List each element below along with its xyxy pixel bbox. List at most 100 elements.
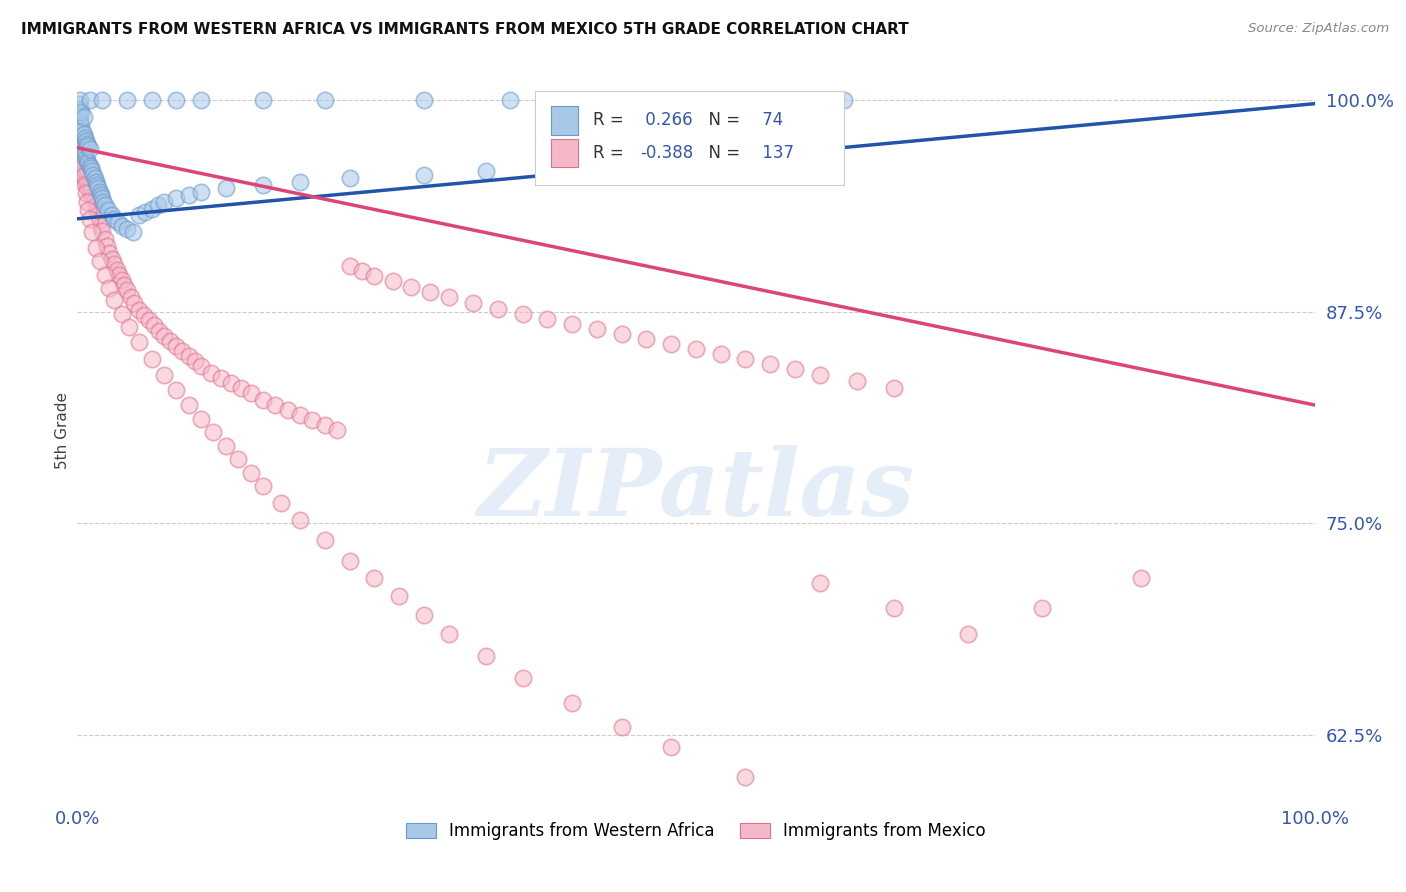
Point xyxy=(80,178,103,192)
Point xyxy=(957,626,980,640)
Point xyxy=(401,279,423,293)
Point xyxy=(72,161,94,175)
Point xyxy=(277,403,299,417)
Point xyxy=(512,307,534,321)
Point xyxy=(153,368,176,382)
Point xyxy=(363,571,385,585)
Point xyxy=(69,102,91,116)
Point xyxy=(89,185,111,199)
Point xyxy=(314,418,336,433)
Point xyxy=(75,158,97,172)
Point xyxy=(190,359,212,373)
Point xyxy=(808,368,831,382)
Point xyxy=(252,178,274,192)
Point xyxy=(845,374,868,388)
Point xyxy=(77,139,100,153)
Text: -0.388: -0.388 xyxy=(640,144,693,161)
Point xyxy=(219,376,242,390)
Point xyxy=(419,285,441,299)
Point xyxy=(72,110,94,124)
Point xyxy=(67,96,90,111)
Point xyxy=(128,335,150,350)
Text: N =: N = xyxy=(699,144,745,161)
FancyBboxPatch shape xyxy=(536,92,845,185)
Text: R =: R = xyxy=(593,111,630,128)
Point xyxy=(82,225,104,239)
Legend: Immigrants from Western Africa, Immigrants from Mexico: Immigrants from Western Africa, Immigran… xyxy=(399,815,993,847)
Point xyxy=(70,158,93,172)
Point xyxy=(512,671,534,685)
Point xyxy=(69,153,91,167)
Point xyxy=(82,188,104,202)
Point xyxy=(82,183,104,197)
Point xyxy=(536,311,558,326)
Point xyxy=(388,589,411,603)
Point xyxy=(177,398,200,412)
Point xyxy=(134,205,156,219)
Point xyxy=(363,269,385,284)
Point xyxy=(73,130,96,145)
Point xyxy=(73,147,96,161)
Text: ZIPatlas: ZIPatlas xyxy=(478,445,914,535)
Point xyxy=(610,326,633,341)
Point xyxy=(96,239,118,253)
Point xyxy=(783,362,806,376)
Point xyxy=(111,307,134,321)
Point xyxy=(159,334,181,348)
Point xyxy=(115,222,138,236)
Point xyxy=(437,290,460,304)
Point xyxy=(122,296,145,310)
Point xyxy=(70,141,93,155)
Point xyxy=(215,439,238,453)
Point xyxy=(91,194,114,209)
Text: 74: 74 xyxy=(756,111,783,128)
Point xyxy=(87,181,110,195)
Point xyxy=(103,211,125,226)
Point xyxy=(89,213,111,227)
Point xyxy=(75,186,97,201)
Point xyxy=(87,208,110,222)
Point xyxy=(536,161,558,175)
Point xyxy=(314,93,336,107)
Point xyxy=(153,194,176,209)
Point xyxy=(747,93,769,107)
Point xyxy=(659,337,682,351)
Point xyxy=(239,466,262,480)
Point xyxy=(84,175,107,189)
Point xyxy=(561,696,583,710)
Point xyxy=(1130,571,1153,585)
Point xyxy=(115,283,138,297)
Point xyxy=(120,290,142,304)
Point xyxy=(200,366,222,380)
Point xyxy=(486,301,509,316)
Point xyxy=(190,411,212,425)
Text: Source: ZipAtlas.com: Source: ZipAtlas.com xyxy=(1249,22,1389,36)
Point xyxy=(91,93,114,107)
Point xyxy=(252,392,274,407)
Point xyxy=(685,93,707,107)
Point xyxy=(93,198,115,212)
Point xyxy=(190,93,212,107)
Point xyxy=(90,219,112,233)
Point xyxy=(1031,601,1053,615)
Point xyxy=(685,342,707,356)
Point xyxy=(112,277,135,292)
Point xyxy=(73,178,96,192)
Point xyxy=(610,720,633,734)
Point xyxy=(463,296,485,310)
Point xyxy=(226,452,249,467)
Point xyxy=(103,293,125,307)
Point xyxy=(77,181,100,195)
Point xyxy=(82,164,104,178)
Point xyxy=(93,268,115,282)
Point xyxy=(86,203,108,218)
Point xyxy=(474,164,496,178)
Point xyxy=(165,339,187,353)
Point xyxy=(82,168,104,182)
Text: 0.266: 0.266 xyxy=(640,111,693,128)
Point xyxy=(350,264,373,278)
Point xyxy=(138,313,160,327)
Point xyxy=(75,134,97,148)
Point xyxy=(83,171,105,186)
Point xyxy=(103,258,125,272)
